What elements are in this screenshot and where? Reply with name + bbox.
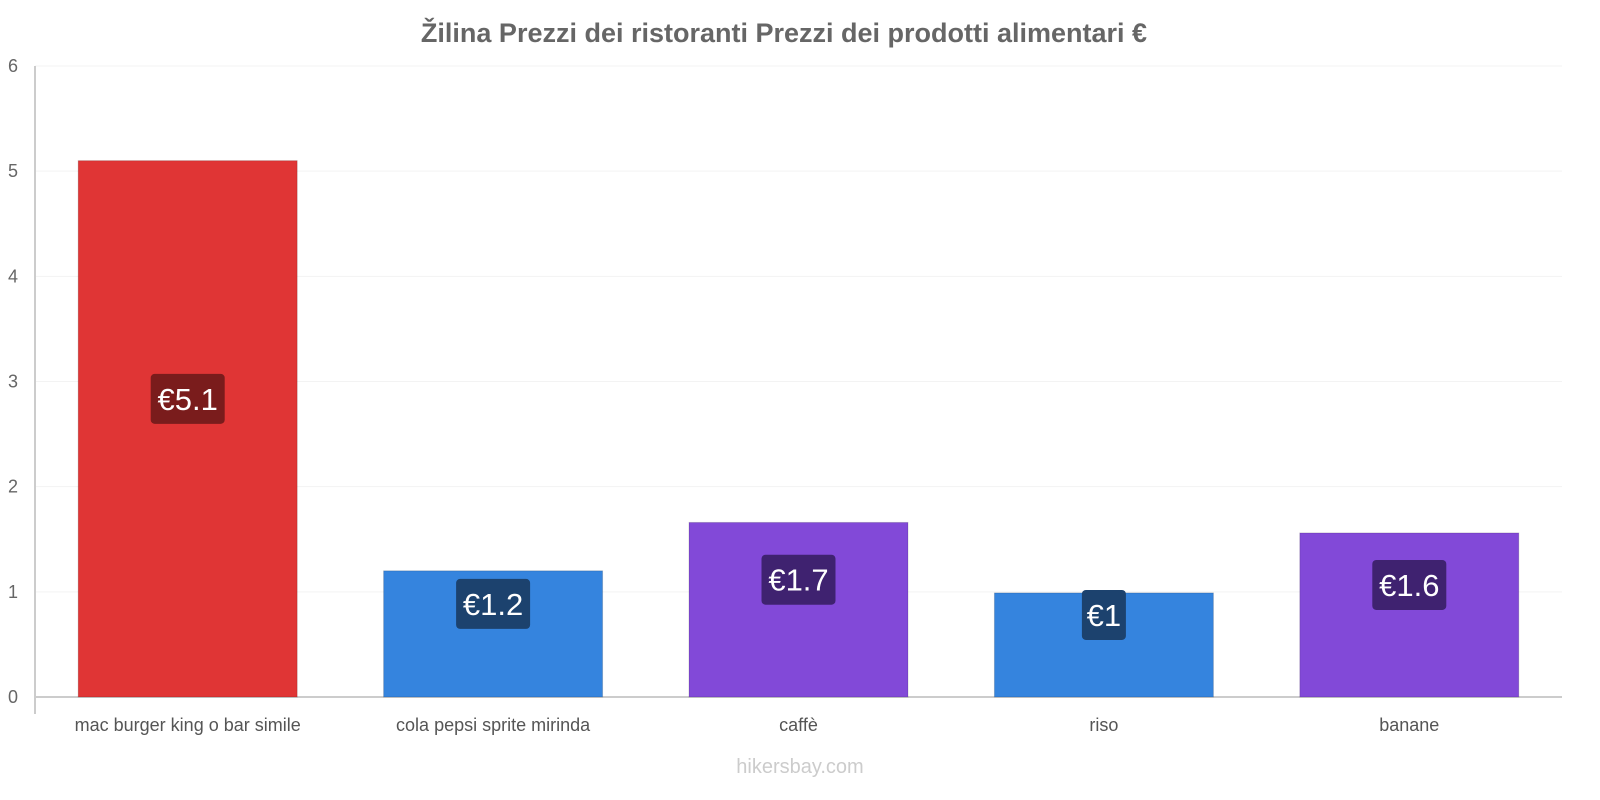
data-label: €1.6	[1379, 568, 1439, 603]
y-tick-label: 4	[8, 266, 18, 286]
bar	[1299, 532, 1520, 698]
x-tick-label: cola pepsi sprite mirinda	[396, 715, 591, 735]
data-label-box	[456, 578, 531, 629]
x-tick-label: caffè	[779, 715, 818, 735]
y-tick-label: 6	[8, 56, 18, 76]
y-tick-label: 2	[8, 477, 18, 497]
bar	[688, 521, 909, 698]
data-label: €1.2	[463, 587, 523, 622]
data-label: €5.1	[158, 382, 218, 417]
bar	[77, 160, 298, 698]
y-tick-label: 1	[8, 582, 18, 602]
data-label-box	[1372, 559, 1447, 610]
data-label-box	[150, 373, 225, 424]
data-label: €1.7	[768, 563, 828, 598]
x-tick-label: riso	[1089, 715, 1118, 735]
data-label: €1	[1087, 598, 1121, 633]
y-tick-label: 3	[8, 372, 18, 392]
data-label-box	[1081, 589, 1126, 640]
data-label-box	[761, 554, 836, 605]
chart-title: Žilina Prezzi dei ristoranti Prezzi dei …	[421, 17, 1147, 48]
x-tick-label: banane	[1379, 715, 1439, 735]
x-tick-label: mac burger king o bar simile	[75, 715, 301, 735]
watermark: hikersbay.com	[736, 756, 863, 778]
y-tick-label: 0	[8, 687, 18, 707]
y-tick-label: 5	[8, 161, 18, 181]
